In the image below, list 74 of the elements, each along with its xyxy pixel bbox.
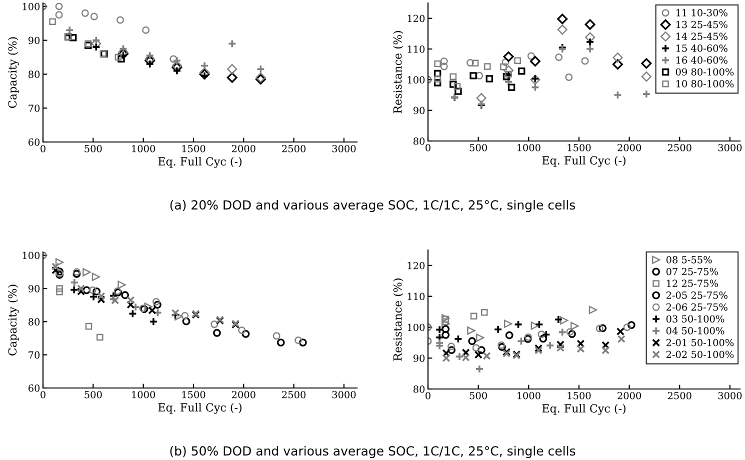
y-tick-label: 100 (408, 76, 425, 84)
y-tick-label: 80 (28, 70, 40, 78)
x-tick-label: 2500 (282, 390, 306, 398)
y-tick-label: 100 (22, 2, 40, 10)
x-tick-label: 2000 (232, 390, 256, 398)
x-tick-label: 1500 (568, 144, 591, 152)
legend-label: 13 25-45% (676, 20, 728, 28)
y-tick-label: 80 (414, 385, 425, 393)
x-tick-label: 500 (84, 144, 102, 152)
legend-label: 15 40-60% (676, 44, 728, 52)
y-tick-label: 90 (28, 36, 40, 44)
y-axis-title: Resistance (%) (393, 31, 404, 114)
x-tick-label: 2500 (668, 392, 692, 400)
y-tick-label: 120 (408, 14, 425, 22)
legend-label: 16 40-60% (676, 56, 728, 64)
x-tick-label: 2500 (668, 144, 692, 152)
x-tick-label: 1500 (568, 392, 591, 400)
x-axis-title: Eq. Full Cyc (-) (542, 156, 626, 167)
x-tick-label: 1500 (182, 390, 206, 398)
text: (a) 20% DOD and various average SOC, 1C/1C, 25°C, single cells (170, 200, 576, 212)
legend-label: 04 50-100% (666, 327, 724, 334)
legend-label: 03 50-100% (666, 315, 724, 323)
x-tick-label: 1000 (132, 144, 156, 152)
y-tick-label: 60 (28, 384, 40, 392)
text: (b) 50% DOD and various average SOC, 1C/1C, 25°C, single cells (170, 446, 576, 458)
x-tick-label: 3000 (718, 144, 742, 152)
x-tick-label: 1000 (517, 144, 540, 152)
x-axis-title: Eq. Full Cyc (-) (158, 156, 242, 168)
y-tick-label: 100 (408, 324, 425, 332)
y-tick-label: 100 (22, 252, 40, 260)
y-tick-label: 80 (414, 137, 425, 145)
y-tick-label: 70 (28, 104, 40, 112)
legend-label: 11 10-30% (676, 9, 728, 16)
x-tick-label: 500 (84, 390, 102, 398)
x-tick-label: 1000 (517, 392, 540, 400)
x-tick-label: 0 (40, 390, 46, 398)
x-tick-label: 2000 (618, 144, 642, 152)
legend-label: 2-01 50-100% (666, 338, 734, 346)
legend-label: 2-05 25-75% (666, 292, 728, 299)
y-axis-title: Resistance (%) (393, 278, 404, 361)
x-tick-label: 2500 (282, 144, 306, 152)
x-tick-label: 0 (40, 144, 46, 152)
y-tick-label: 120 (408, 262, 425, 270)
x-tick-label: 3000 (332, 144, 356, 152)
y-tick-label: 90 (28, 284, 40, 292)
y-tick-label: 110 (408, 292, 425, 300)
x-tick-label: 1500 (182, 144, 206, 152)
legend-label: 10 80-100% (676, 80, 734, 88)
legend-label: 2-06 25-75% (666, 303, 728, 311)
legend-label: 14 25-45% (676, 32, 728, 40)
legend-label: 12 25-75% (666, 280, 718, 288)
legend-label: 09 80-100% (676, 68, 734, 76)
y-tick-label: 90 (413, 106, 425, 114)
y-tick-label: 90 (413, 354, 425, 362)
x-tick-label: 2000 (232, 144, 256, 152)
x-tick-label: 3000 (718, 392, 742, 400)
y-tick-label: 80 (28, 318, 40, 326)
y-tick-label: 110 (408, 45, 425, 53)
x-tick-label: 500 (470, 144, 487, 152)
legend-label: 2-02 50-100% (666, 350, 734, 358)
y-tick-label: 60 (28, 138, 40, 146)
x-tick-label: 0 (426, 144, 430, 152)
y-axis-title: Capacity (%) (8, 284, 19, 356)
x-tick-label: 0 (426, 392, 430, 400)
x-tick-label: 2000 (618, 392, 642, 400)
x-tick-label: 3000 (332, 390, 356, 398)
y-axis-title: Capacity (%) (8, 37, 19, 108)
y-tick-label: 70 (28, 351, 40, 359)
x-axis-title: Eq. Full Cyc (-) (158, 402, 242, 414)
x-axis-title: Eq. Full Cyc (-) (542, 404, 626, 415)
legend-label: 08 5-55% (666, 256, 712, 264)
legend-label: 07 25-75% (666, 268, 718, 276)
x-tick-label: 500 (470, 392, 487, 400)
x-tick-label: 1000 (132, 390, 156, 398)
